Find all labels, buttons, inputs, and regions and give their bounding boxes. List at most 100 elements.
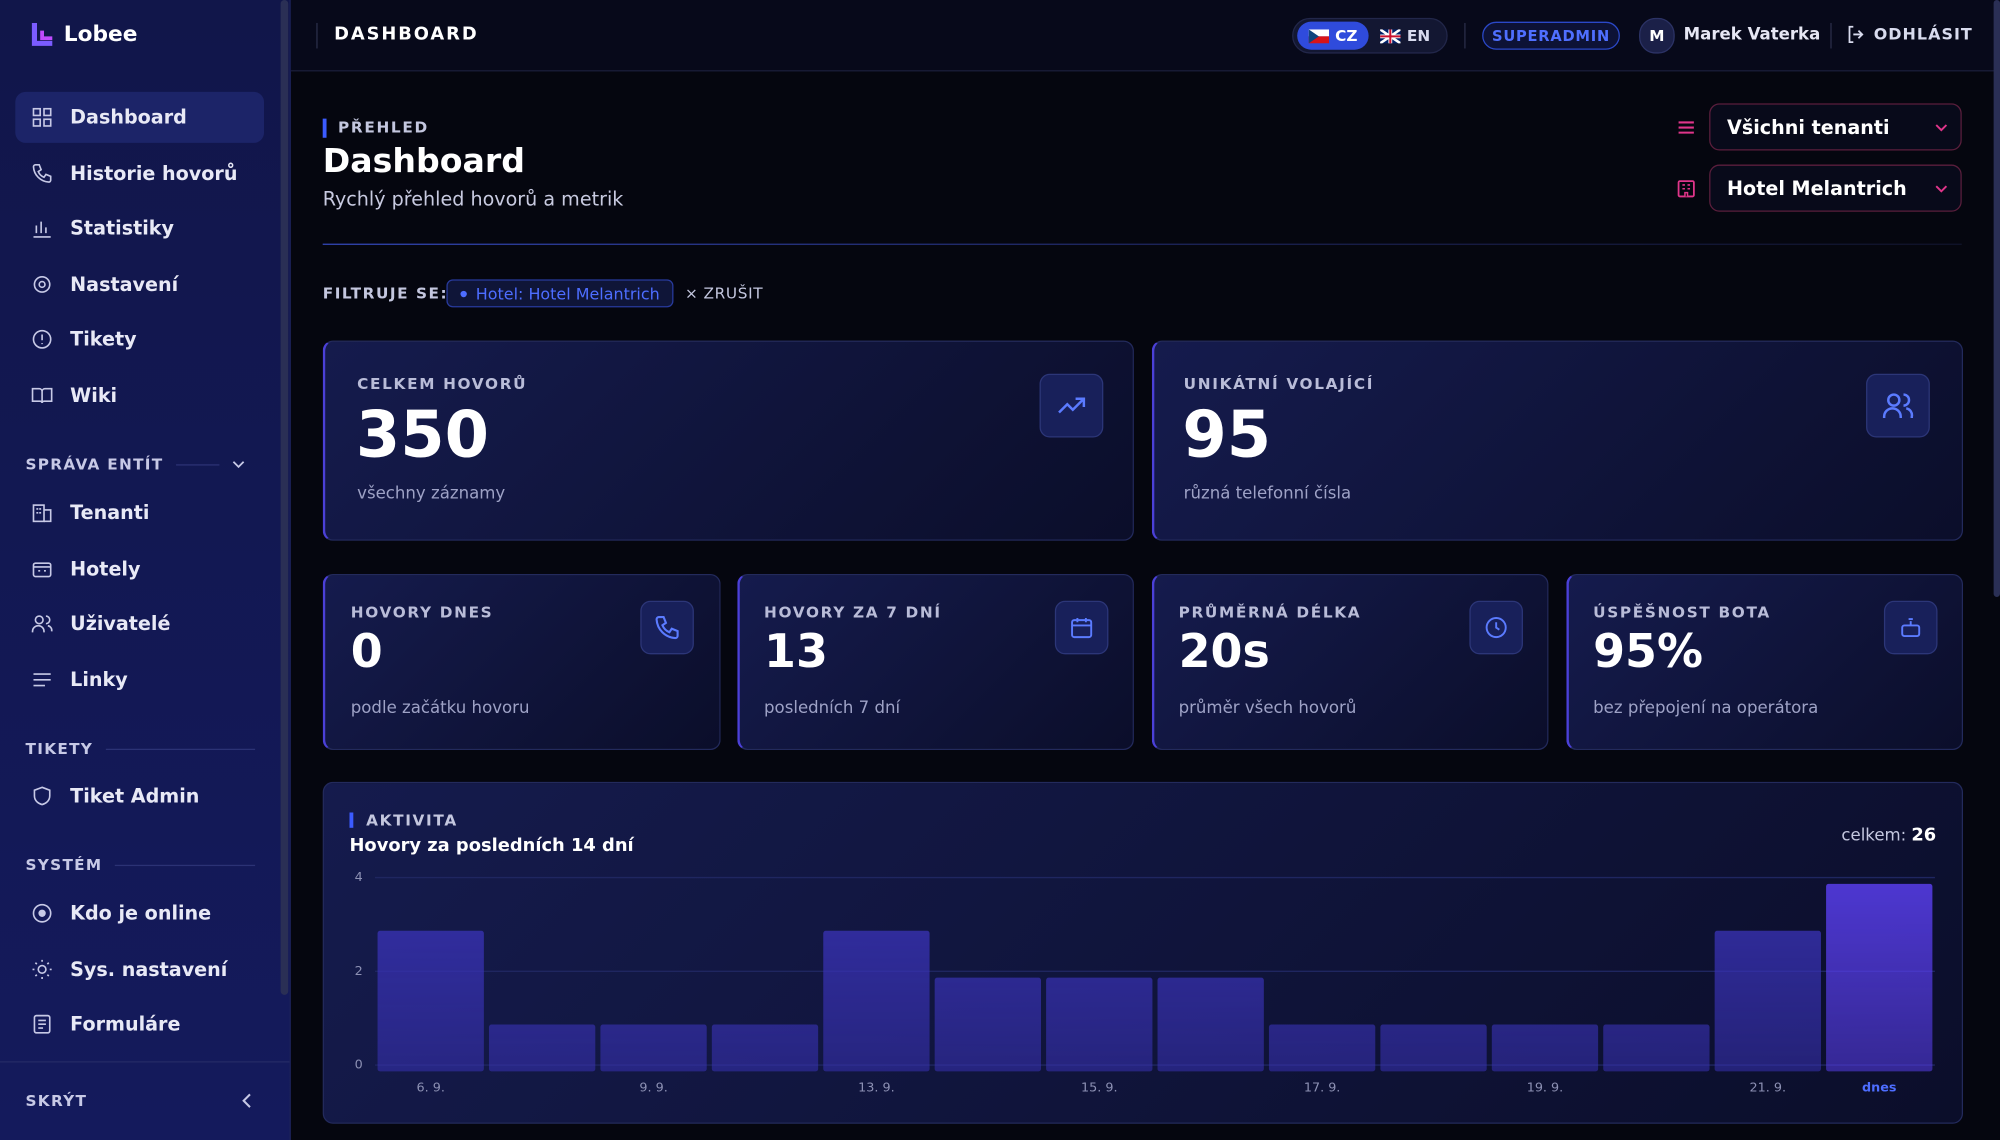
nav-item[interactable]: Dashboard: [15, 91, 265, 143]
nav-item[interactable]: Formuláre: [15, 999, 264, 1050]
x-tick-label: 13. 9.: [858, 1081, 895, 1096]
collapse[interactable]: SKRÝT: [26, 1092, 256, 1110]
bar: [934, 977, 1041, 1072]
nav-icon: [32, 330, 52, 350]
total: celkem: 26: [1841, 825, 1936, 845]
section-title: TIKETY: [25, 739, 94, 758]
eyebrow-bar: [349, 812, 354, 828]
nav-item[interactable]: Wiki: [15, 370, 264, 421]
x-tick-label: 19. 9.: [1527, 1081, 1564, 1096]
stat-icon: [1054, 600, 1109, 655]
nav-icon: [32, 903, 52, 923]
bar: [823, 930, 930, 1072]
avatar[interactable]: M: [1639, 17, 1675, 54]
filter-chip[interactable]: Hotel: Hotel Melantrich: [446, 279, 674, 308]
stat-card: ÚSPĚŠNOST BOTA 95% bez přepojení na oper…: [1566, 573, 1964, 750]
section-header[interactable]: SPRÁVA ENTÍT: [26, 455, 256, 473]
stat-card: CELKEM HOVORŮ 350 všechny záznamy: [322, 340, 1134, 541]
stat-card: HOVORY ZA 7 DNÍ 13 posledních 7 dní: [737, 573, 1134, 750]
nav-label: Historie hovorů: [70, 161, 238, 185]
sidebar: Lobee SKRÝT Dashboard Historie hovorů Stat…: [0, 0, 291, 1140]
divider: [0, 1061, 290, 1063]
stat-label: PRŮMĚRNÁ DÉLKA: [1178, 603, 1362, 622]
bar: [1491, 1024, 1599, 1072]
stat-card: HOVORY DNES 0 podle začátku hovoru: [322, 573, 721, 750]
lang-cz[interactable]: CZ: [1297, 21, 1369, 50]
page-scrollbar: [1993, 0, 2000, 597]
nav-icon: [33, 673, 51, 687]
bar: [711, 1024, 819, 1072]
lang-label: EN: [1406, 26, 1431, 45]
nav-icon: [33, 275, 51, 293]
stat-note: posledních 7 dní: [764, 698, 901, 719]
nav-icon: [33, 1014, 51, 1034]
divider: [322, 243, 1962, 245]
divider: [1464, 22, 1466, 49]
bar: [1046, 977, 1153, 1072]
bar: [1157, 977, 1264, 1072]
nav-item[interactable]: Tikety: [15, 314, 264, 365]
clear-label: ZRUŠIT: [703, 284, 764, 303]
logout[interactable]: ODHLÁSIT: [1847, 24, 1973, 43]
nav-icon: [33, 221, 51, 238]
nav-label: Hotely: [70, 557, 141, 581]
nav-label: Kdo je online: [70, 901, 212, 925]
filter-clear[interactable]: × ZRUŠIT: [684, 284, 764, 303]
nav-item[interactable]: Kdo je online: [15, 888, 264, 939]
logout-label: ODHLÁSIT: [1873, 24, 1973, 44]
x-tick-label: 6. 9.: [417, 1081, 445, 1096]
nav-item[interactable]: Nastavení: [15, 259, 264, 310]
nav-item[interactable]: Linky: [15, 654, 264, 705]
stat-icon: [1883, 600, 1938, 655]
chevron: [232, 460, 245, 468]
nav-icon: [31, 615, 53, 633]
page-title: DASHBOARD: [334, 24, 479, 45]
bar: [1603, 1024, 1710, 1072]
stat-icon: [1039, 373, 1104, 438]
chart-title: Hovory za posledních 14 dní: [349, 835, 634, 856]
nav-label: Tiket Admin: [70, 784, 200, 808]
x-tick-label: 9. 9.: [639, 1081, 667, 1096]
section-header: TIKETY: [26, 740, 256, 758]
brand: Lobee: [31, 20, 137, 48]
nav-item[interactable]: Hotely: [15, 543, 264, 594]
topbar: DASHBOARD CZ EN SUPERADMIN M Marek Vater…: [290, 0, 2000, 72]
hotel-select[interactable]: Hotel Melantrich: [1709, 164, 1962, 212]
tenant-select[interactable]: Všichni tenanti: [1709, 103, 1962, 151]
logout-icon: [1848, 25, 1864, 43]
stat-icon: [1469, 600, 1523, 655]
nav-icon: [32, 107, 52, 127]
stat-label: CELKEM HOVORŮ: [357, 374, 528, 393]
collapse-label: SKRÝT: [25, 1091, 88, 1110]
stat-note: všechny záznamy: [357, 484, 506, 504]
stat-value: 95: [1182, 397, 1272, 472]
nav-item[interactable]: Tiket Admin: [15, 770, 264, 821]
stat-icon: [1866, 373, 1930, 438]
nav-item[interactable]: Uživatelé: [15, 598, 264, 649]
eyebrow: AKTIVITA: [366, 811, 458, 830]
x-tick-label: 21. 9.: [1750, 1081, 1787, 1096]
select-value: Hotel Melantrich: [1727, 176, 1907, 200]
stat-note: podle začátku hovoru: [350, 698, 530, 719]
bar: [488, 1024, 596, 1072]
nav-icon: [32, 504, 52, 523]
nav-label: Uživatelé: [70, 612, 171, 636]
bar: [1714, 930, 1821, 1072]
nav-item[interactable]: Sys. nastavení: [15, 944, 264, 995]
lang-en[interactable]: EN: [1380, 22, 1430, 50]
nav-item[interactable]: Statistiky: [15, 203, 264, 254]
subtitle: Rychlý přehled hovorů a metrik: [322, 187, 624, 211]
stat-value: 20s: [1178, 626, 1270, 679]
stat-card: UNIKÁTNÍ VOLAJÍCÍ 95 různá telefonní čís…: [1151, 340, 1964, 541]
nav-icon: [33, 786, 51, 806]
select-value: Všichni tenanti: [1727, 115, 1890, 139]
nav-item[interactable]: Historie hovorů: [15, 147, 264, 198]
y-tick-label: 0: [355, 1058, 363, 1073]
stat-value: 95%: [1593, 626, 1704, 679]
eyebrow: PŘEHLED: [338, 118, 429, 137]
role-badge: SUPERADMIN: [1482, 21, 1620, 50]
x-tick-label: 17. 9.: [1304, 1081, 1341, 1096]
nav-item[interactable]: Tenanti: [15, 487, 264, 538]
